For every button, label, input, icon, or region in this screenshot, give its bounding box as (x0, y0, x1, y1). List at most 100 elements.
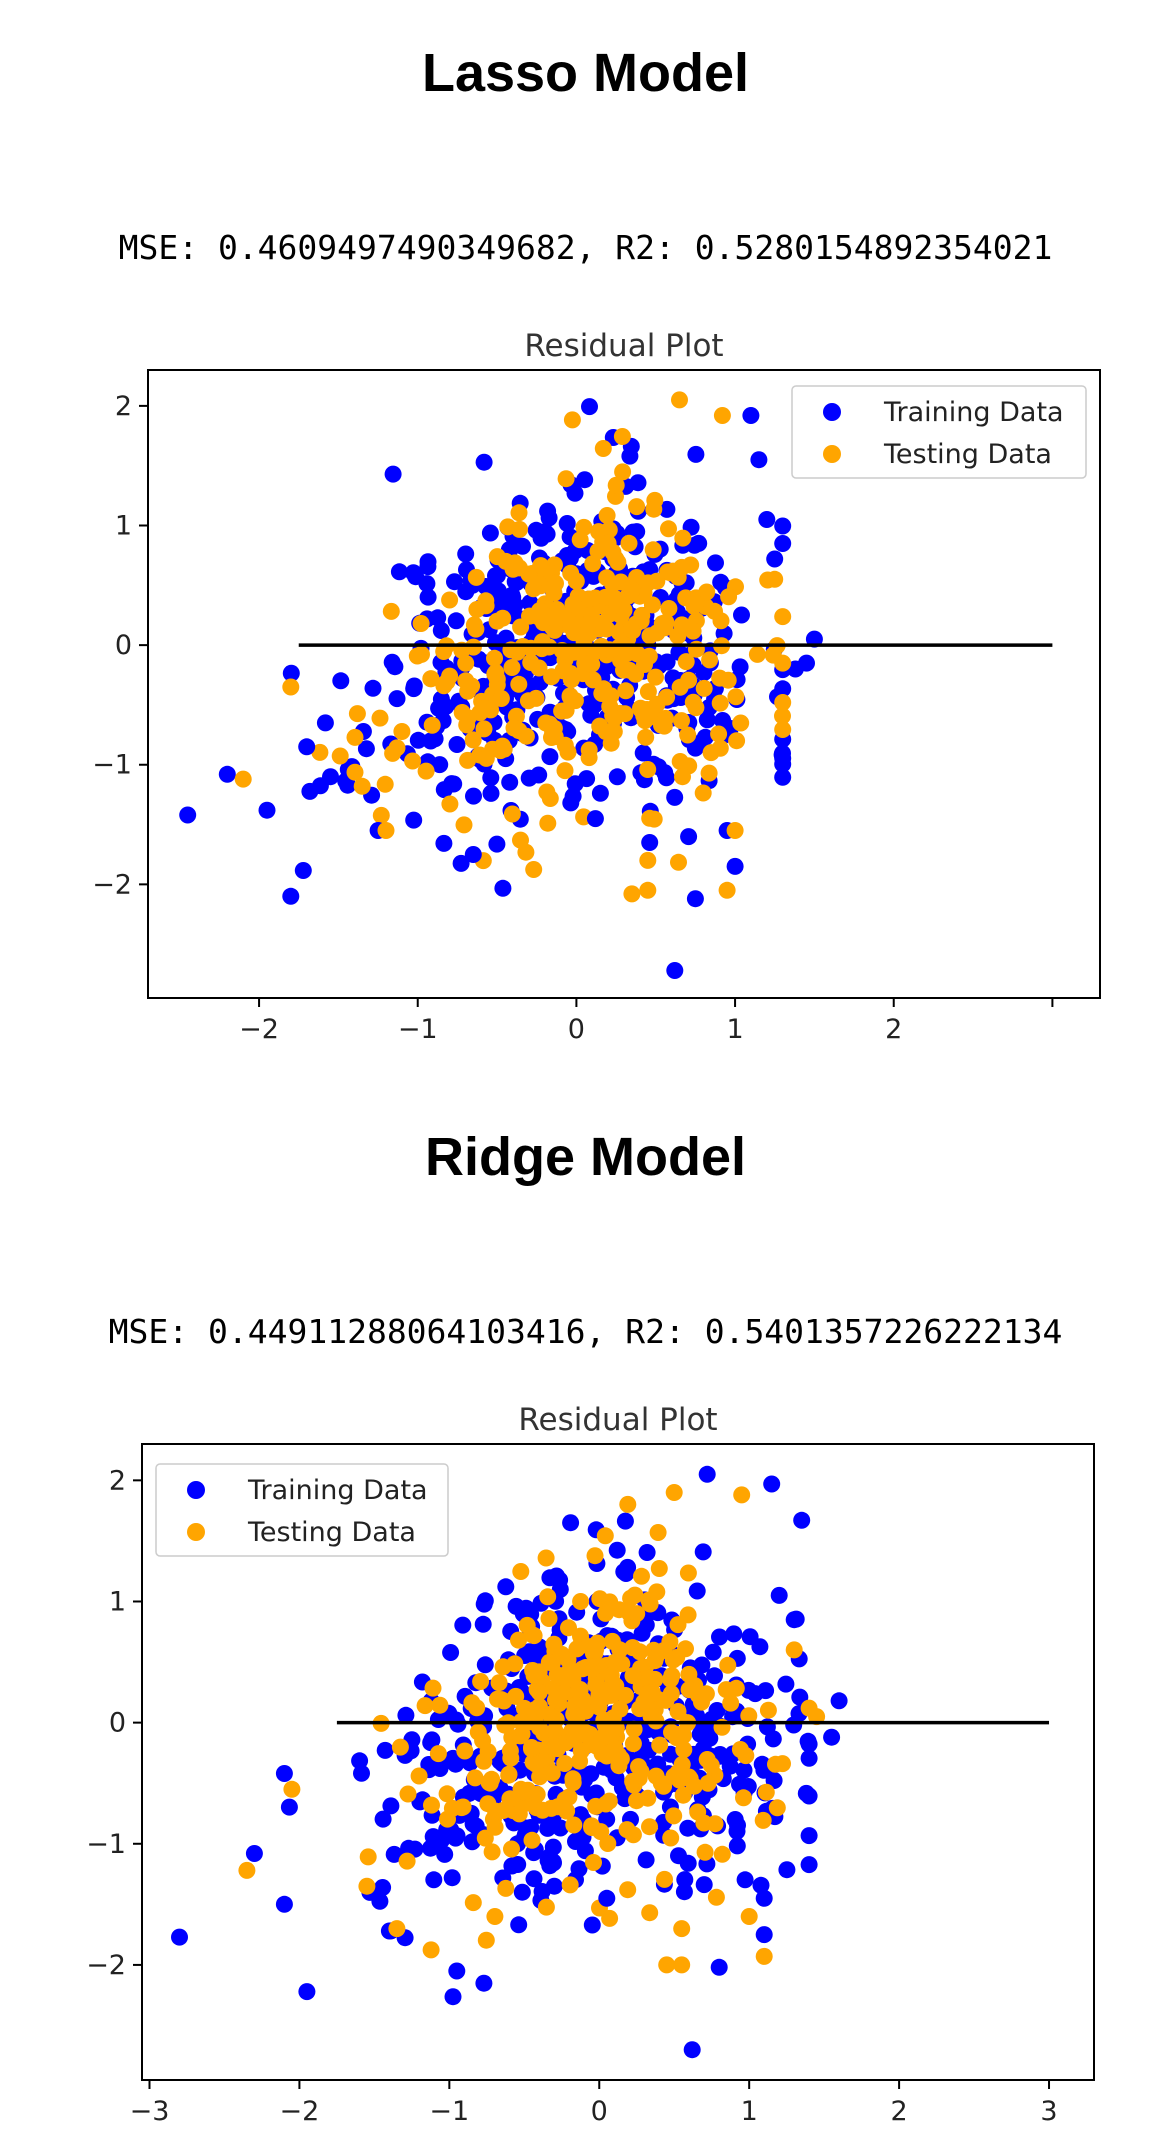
testing-point (808, 1708, 826, 1726)
testing-point (441, 667, 459, 685)
testing-point (511, 520, 528, 538)
testing-point (706, 1815, 724, 1833)
training-point (520, 1601, 538, 1619)
testing-point (641, 1818, 658, 1836)
testing-point (639, 761, 657, 778)
testing-point (574, 1660, 592, 1678)
testing-point (774, 694, 792, 711)
testing-point (501, 1790, 519, 1808)
training-point (447, 1755, 465, 1773)
testing-point (503, 1840, 520, 1858)
testing-point (614, 463, 632, 481)
testing-point (282, 678, 300, 696)
training-point (525, 1646, 543, 1663)
training-point (497, 1578, 515, 1596)
testing-point (699, 1774, 717, 1792)
y-tick-label: 2 (109, 1465, 126, 1496)
testing-point (722, 1694, 740, 1712)
testing-point (453, 1799, 471, 1817)
testing-point (680, 1665, 698, 1683)
training-point (725, 1625, 743, 1643)
legend: Training Data Testing Data (791, 385, 1087, 479)
training-point (489, 582, 507, 600)
training-point (742, 407, 760, 424)
testing-point (662, 1829, 680, 1847)
testing-point (754, 1811, 772, 1829)
testing-point (620, 534, 638, 552)
training-point (536, 523, 554, 541)
training-point (581, 398, 598, 416)
testing-point (404, 752, 422, 770)
testing-point (558, 1802, 576, 1820)
testing-point (441, 795, 459, 813)
training-point (457, 545, 475, 563)
training-point (666, 788, 684, 806)
training-point (763, 1475, 781, 1493)
plot-frame (141, 1443, 1095, 2081)
training-point (280, 1798, 298, 1816)
testing-point (545, 719, 563, 737)
testing-point (466, 1769, 484, 1787)
testing-point (592, 1823, 610, 1841)
training-point (364, 679, 382, 697)
testing-point (640, 647, 658, 665)
lasso-metrics: MSE: 0.4609497490349682, R2: 0.528015489… (118, 228, 1053, 267)
training-point (736, 1871, 754, 1889)
training-point (446, 573, 463, 591)
testing-point (455, 816, 473, 834)
training-point (419, 558, 437, 576)
testing-point (657, 709, 674, 727)
training-point (275, 1895, 293, 1913)
testing-point (562, 615, 580, 633)
training-point (510, 1916, 528, 1934)
testing-point (774, 654, 792, 672)
testing-point (565, 1705, 583, 1723)
training-point (608, 1541, 626, 1559)
training-point (418, 575, 436, 593)
training-point (442, 1644, 460, 1661)
testing-point (464, 731, 482, 749)
training-point (583, 1916, 601, 1934)
testing-point (564, 1774, 582, 1792)
testing-point (587, 1640, 605, 1658)
training-point (487, 567, 504, 585)
testing-point (766, 570, 784, 588)
testing-point (732, 714, 750, 732)
training-point (282, 664, 300, 682)
training-point (733, 606, 750, 624)
training-point (385, 1845, 403, 1863)
testing-point (283, 1780, 301, 1798)
testing-point (576, 655, 594, 672)
training-point (658, 500, 676, 518)
training-point (481, 524, 499, 542)
legend-label: Testing Data (247, 1517, 416, 1548)
testing-point (523, 1740, 540, 1758)
testing-point (679, 1564, 697, 1582)
testing-point (408, 647, 426, 665)
testing-point (416, 1697, 434, 1715)
testing-point (696, 1843, 714, 1861)
training-point (566, 484, 584, 502)
training-point (332, 672, 350, 690)
testing-point (371, 709, 389, 727)
training-point (570, 1860, 588, 1878)
training-point (390, 563, 408, 581)
testing-point (527, 689, 545, 707)
x-tick-label: −2 (239, 1014, 279, 1045)
x-tick-label: −2 (280, 2096, 320, 2127)
testing-point (641, 1904, 659, 1922)
testing-point (720, 588, 738, 606)
training-point (541, 748, 559, 766)
training-point (799, 1732, 817, 1750)
testing-point (564, 595, 582, 613)
testing-point (695, 679, 713, 697)
training-point (752, 1876, 770, 1894)
testing-point (661, 1633, 679, 1651)
testing-point (372, 806, 390, 824)
testing-point (660, 600, 678, 617)
testing-point (512, 1563, 530, 1580)
testing-point (649, 1524, 667, 1541)
training-point (374, 1810, 392, 1828)
training-point (710, 1958, 728, 1976)
training-point (823, 1728, 841, 1746)
